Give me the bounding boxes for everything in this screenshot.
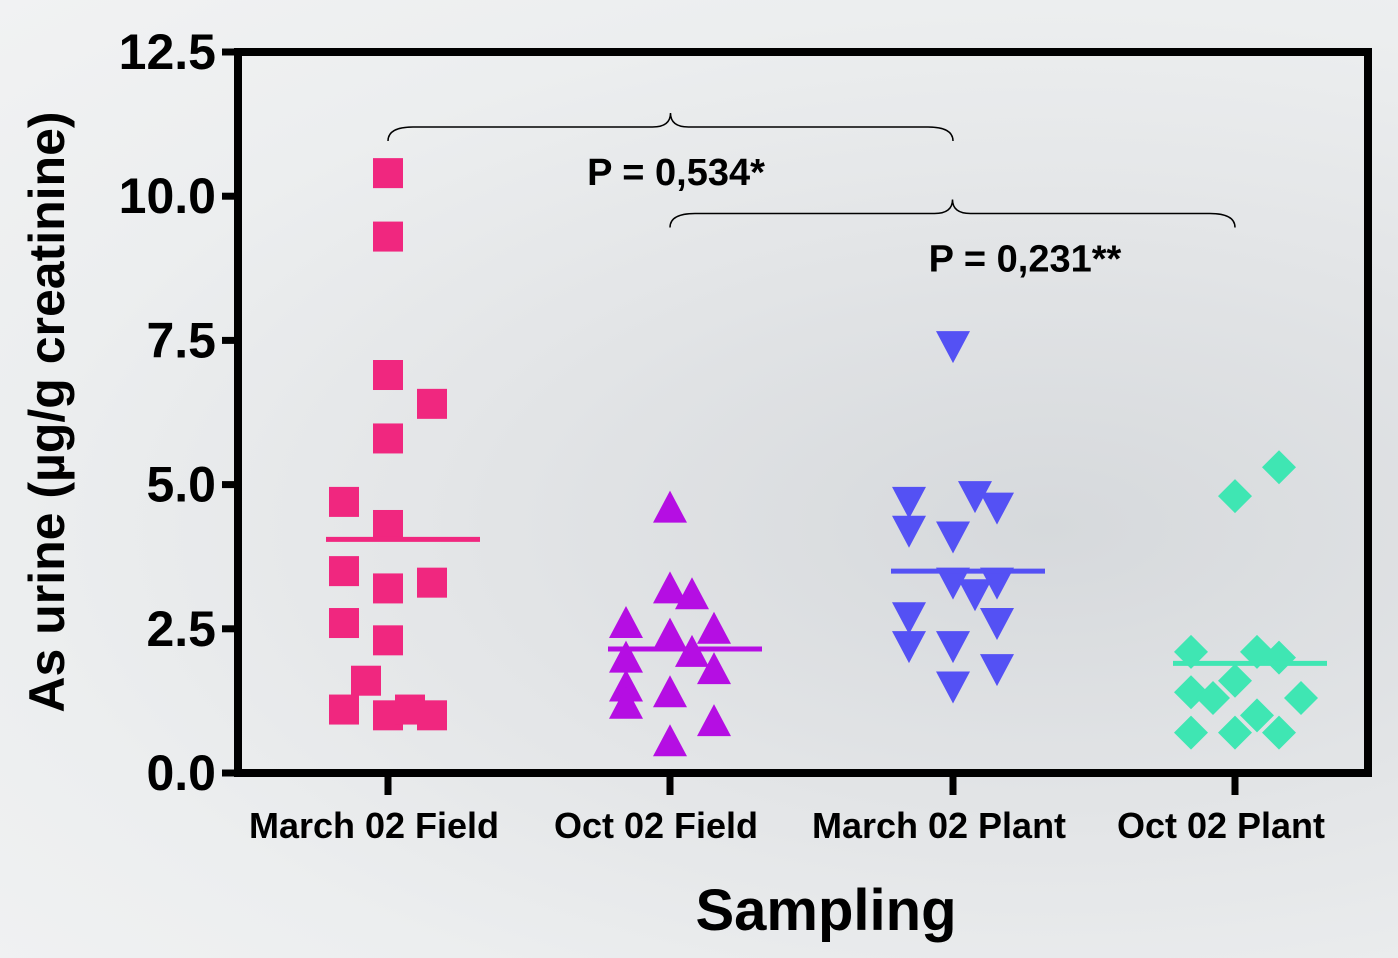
data-point — [980, 567, 1014, 600]
x-axis: March 02 Field Oct 02 Field March 02 Plant… — [249, 773, 1325, 846]
data-point — [1284, 681, 1318, 716]
data-point — [417, 567, 447, 598]
data-point — [609, 669, 643, 702]
data-point — [653, 675, 687, 708]
x-axis-label: Sampling — [695, 878, 956, 943]
data-point — [675, 577, 709, 610]
data-point — [1240, 698, 1274, 733]
data-point — [958, 579, 992, 612]
data-point — [1262, 640, 1296, 675]
data-point — [980, 654, 1014, 687]
data-point — [653, 724, 687, 757]
data-point — [892, 631, 926, 664]
data-point — [1218, 479, 1252, 514]
data-point — [373, 360, 403, 391]
x-tick-label: Oct 02 Plant — [1117, 805, 1325, 846]
data-point — [653, 490, 687, 523]
data-points — [329, 158, 1318, 757]
data-point — [980, 492, 1014, 525]
data-point — [373, 573, 403, 604]
y-axis-label: As urine (µg/g creatinine) — [19, 111, 75, 712]
data-point — [697, 652, 731, 685]
data-point — [329, 556, 359, 587]
data-point — [958, 481, 992, 514]
data-point — [1218, 663, 1252, 698]
data-point — [1262, 715, 1296, 750]
data-point — [980, 608, 1014, 641]
x-tick-label: Oct 02 Field — [554, 805, 758, 846]
data-point — [609, 640, 643, 673]
data-point — [653, 617, 687, 650]
data-point — [892, 515, 926, 548]
plot-frame — [234, 48, 1372, 777]
data-point — [1174, 634, 1208, 669]
data-point — [1218, 715, 1252, 750]
data-point — [609, 606, 643, 639]
data-point — [329, 694, 359, 725]
median-lines — [326, 536, 1327, 666]
data-point — [1262, 450, 1296, 485]
p-value-label: P = 0,231** — [929, 239, 1122, 281]
y-axis: 0.0 2.5 5.0 7.5 10.0 12.5 — [119, 24, 238, 801]
data-point — [417, 388, 447, 419]
data-point — [1174, 715, 1208, 750]
y-tick-label: 12.5 — [119, 24, 216, 80]
comparison-brace — [669, 199, 1236, 228]
data-point — [351, 665, 381, 696]
annotations: P = 0,534* P = 0,231** — [387, 112, 1236, 281]
data-point — [373, 509, 403, 540]
data-point — [373, 158, 403, 189]
data-point — [609, 686, 643, 719]
data-point — [697, 704, 731, 737]
y-tick-label: 0.0 — [146, 745, 216, 801]
data-point — [329, 608, 359, 639]
data-point — [653, 571, 687, 604]
data-point — [373, 625, 403, 656]
data-point — [1196, 681, 1230, 716]
data-point — [936, 631, 970, 664]
data-point — [936, 331, 970, 364]
p-value-label: P = 0,534* — [587, 152, 765, 194]
data-point — [892, 486, 926, 519]
data-point — [936, 567, 970, 600]
data-point — [697, 611, 731, 644]
x-tick-label: March 02 Plant — [812, 805, 1066, 846]
y-tick-label: 2.5 — [146, 601, 216, 657]
data-point — [892, 602, 926, 635]
data-point — [329, 486, 359, 517]
data-point — [936, 521, 970, 554]
comparison-brace — [387, 112, 954, 142]
data-point — [417, 700, 447, 731]
data-point — [936, 671, 970, 704]
plot-area — [234, 48, 1372, 777]
data-point — [373, 221, 403, 252]
y-tick-label: 10.0 — [119, 168, 216, 224]
data-point — [373, 423, 403, 454]
y-tick-label: 7.5 — [146, 312, 216, 368]
x-tick-label: March 02 Field — [249, 805, 499, 846]
y-tick-label: 5.0 — [146, 457, 216, 513]
